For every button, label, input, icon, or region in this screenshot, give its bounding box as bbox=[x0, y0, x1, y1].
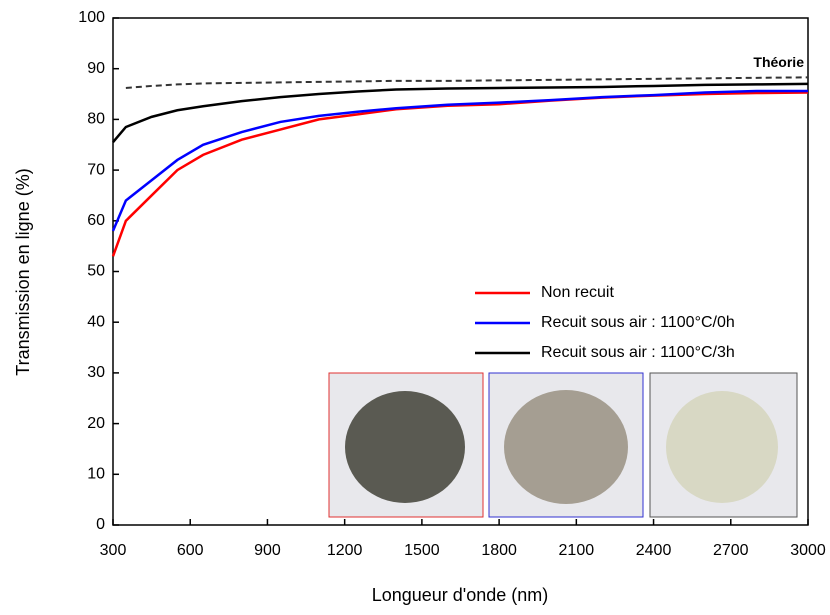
x-tick-label: 1200 bbox=[327, 542, 363, 559]
photos bbox=[328, 372, 798, 518]
y-tick-label: 100 bbox=[78, 9, 105, 26]
y-tick-label: 0 bbox=[96, 516, 105, 533]
x-axis-label: Longueur d'onde (nm) bbox=[372, 585, 549, 605]
line bbox=[111, 89, 808, 232]
x-tick-label: 3000 bbox=[790, 542, 826, 559]
y-tick-label: 40 bbox=[87, 313, 105, 330]
sample-disc bbox=[504, 390, 628, 504]
line bbox=[112, 82, 809, 144]
x-tick-label: 600 bbox=[177, 542, 204, 559]
legend-label: Non recuit bbox=[541, 284, 614, 301]
line bbox=[111, 91, 809, 257]
y-tick-label: 70 bbox=[87, 161, 105, 178]
y-tick-label: 30 bbox=[87, 364, 105, 381]
x-tick-label: 1800 bbox=[481, 542, 517, 559]
y-tick-label: 50 bbox=[87, 263, 105, 280]
y-tick-label: 60 bbox=[87, 212, 105, 229]
x-tick-label: 900 bbox=[254, 542, 281, 559]
x-tick-label: 2700 bbox=[713, 542, 749, 559]
y-tick-label: 10 bbox=[87, 466, 105, 483]
y-axis-label: Transmission en ligne (%) bbox=[13, 168, 33, 375]
x-tick-label: 2400 bbox=[636, 542, 672, 559]
x-tick-label: 1500 bbox=[404, 542, 440, 559]
sample-disc bbox=[666, 391, 778, 503]
x-tick-label: 300 bbox=[100, 542, 127, 559]
y-tick-label: 20 bbox=[87, 415, 105, 432]
sample-disc bbox=[345, 391, 465, 503]
y-tick-label: 90 bbox=[87, 60, 105, 77]
legend-label: Recuit sous air : 1100°C/0h bbox=[541, 314, 735, 331]
legend-label: Recuit sous air : 1100°C/3h bbox=[541, 344, 735, 361]
x-tick-label: 2100 bbox=[559, 542, 595, 559]
line-label: Théorie bbox=[753, 54, 804, 70]
y-tick-label: 80 bbox=[87, 111, 105, 128]
line bbox=[125, 76, 809, 89]
